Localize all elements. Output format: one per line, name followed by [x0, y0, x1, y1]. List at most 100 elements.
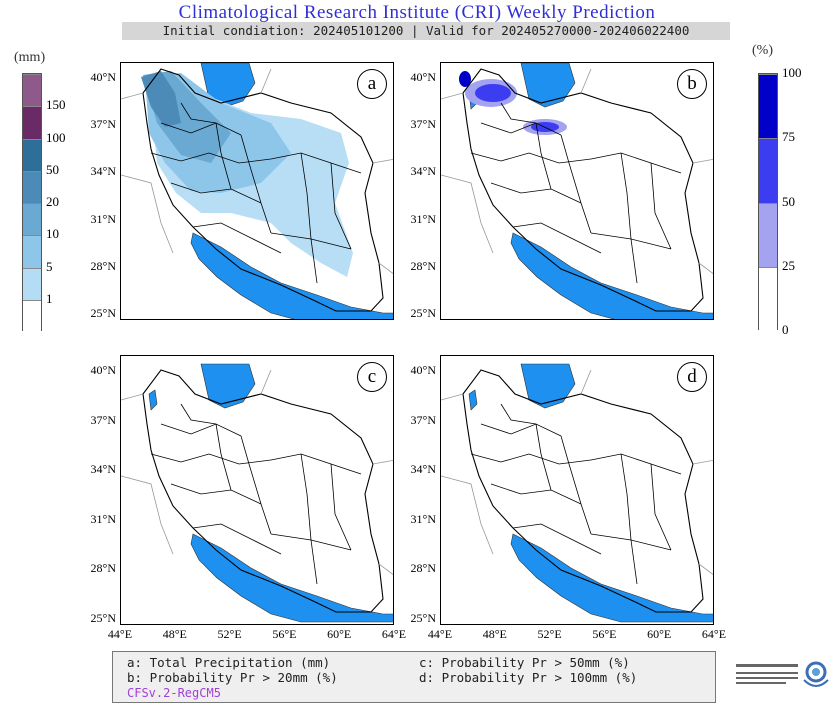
lat-tick-label: 28°N: [90, 258, 116, 273]
lat-tick-label: 34°N: [410, 164, 436, 179]
precip-colorbar-swatch: [23, 267, 41, 300]
province-border: [150, 152, 272, 164]
lon-tick-label: 56°E: [592, 627, 617, 641]
lat-tick-label: 34°N: [90, 164, 116, 179]
province-border: [270, 152, 362, 174]
neighbor-border: [441, 475, 494, 555]
prob-colorbar-tick-label: 25: [782, 257, 795, 273]
model-name: CFSv.2-RegCM5: [127, 686, 221, 700]
lat-tick-label: 31°N: [90, 211, 116, 226]
province-border: [215, 122, 232, 190]
precip-colorbar-swatch: [23, 299, 41, 332]
province-border: [620, 152, 638, 284]
neighbor-border: [378, 563, 393, 575]
lat-tick-label: 25°N: [90, 611, 116, 625]
prob-colorbar-swatch: [759, 202, 777, 267]
lat-tick-label: 31°N: [410, 511, 436, 526]
neighbor-border: [121, 393, 144, 401]
persian-gulf: [190, 232, 393, 319]
caspian-sea: [200, 63, 256, 108]
province-border: [490, 182, 582, 204]
neighbor-border: [692, 158, 713, 164]
precip-colorbar-tick-label: 150: [46, 97, 66, 113]
province-border: [240, 435, 272, 535]
lat-tick-label: 37°N: [410, 412, 436, 427]
province-border: [150, 453, 272, 465]
panel-c-prob-50mm: c: [120, 355, 394, 625]
persian-gulf: [510, 232, 713, 319]
precip-colorbar-tick-label: 5: [46, 258, 53, 274]
lat-tick-label: 40°N: [410, 363, 436, 377]
iran-border: [142, 68, 384, 312]
province-border: [215, 423, 232, 491]
lat-tick-label: 31°N: [410, 211, 436, 226]
iran-border: [142, 369, 384, 613]
lat-tick-label: 34°N: [90, 462, 116, 477]
precip-colorbar-tick-label: 50: [46, 161, 59, 177]
province-border: [590, 453, 682, 475]
province-border: [192, 222, 282, 254]
province-border: [270, 453, 362, 475]
iran-border: [462, 369, 704, 613]
page-title: Climatological Research Institute (CRI) …: [178, 2, 656, 23]
neighbor-border: [698, 563, 713, 575]
neighbor-border: [260, 68, 272, 94]
province-border: [480, 122, 562, 136]
lat-tick-label: 40°N: [90, 70, 116, 84]
province-border: [590, 152, 682, 174]
province-border: [160, 423, 242, 437]
iran-border: [462, 68, 704, 312]
persian-gulf: [510, 533, 713, 623]
neighbor-border: [698, 262, 713, 274]
precip-colorbar-swatch: [23, 170, 41, 203]
valid-period-bar: Initial condiation: 202405101200 | Valid…: [122, 22, 730, 40]
neighbor-border: [441, 92, 464, 100]
legend-box: a: Total Precipitation (mm) b: Probabili…: [112, 651, 716, 703]
precip-colorbar: [22, 73, 42, 332]
province-border: [300, 453, 318, 585]
province-border: [180, 403, 217, 425]
province-border: [490, 483, 582, 505]
province-border: [512, 523, 602, 555]
province-border: [470, 152, 592, 164]
lon-tick-label: 44°E: [107, 627, 133, 641]
precip-unit-label: (mm): [14, 50, 46, 65]
province-border: [535, 122, 552, 190]
precip-colorbar-tick-label: 20: [46, 194, 59, 209]
neighbor-border: [441, 393, 464, 401]
province-border: [240, 134, 272, 234]
province-border: [535, 423, 552, 491]
neighbor-border: [121, 92, 144, 100]
panel-d-label: d: [677, 362, 707, 392]
prob-colorbar-tick-label: 75: [782, 129, 795, 145]
province-border: [500, 403, 537, 425]
lat-tick-label: 40°N: [410, 70, 436, 84]
panel-c-label: c: [357, 362, 387, 392]
lon-tick-label: 48°E: [482, 627, 507, 641]
prob-colorbar-tick-label: 50: [782, 193, 795, 209]
persian-gulf: [190, 533, 393, 623]
neighbor-border: [580, 68, 592, 94]
caspian-sea: [520, 363, 576, 409]
lat-tick-label: 31°N: [90, 511, 116, 526]
province-border: [650, 463, 672, 551]
lon-tick-label: 60°E: [327, 627, 352, 641]
legend-c: c: Probability Pr > 50mm (%): [419, 655, 630, 670]
neighbor-border: [441, 174, 494, 254]
caspian-sea: [200, 363, 256, 409]
precip-colorbar-swatch: [23, 203, 41, 236]
province-border: [330, 162, 352, 250]
prob-colorbar-swatch: [759, 266, 777, 331]
institute-logo: [732, 658, 830, 698]
neighbor-border: [372, 158, 393, 164]
precip-colorbar-swatch: [23, 235, 41, 268]
panel-a-total-precipitation: a: [120, 62, 394, 320]
province-border: [560, 435, 592, 535]
lake-urmia: [148, 389, 158, 411]
legend-d: d: Probability Pr > 100mm (%): [419, 670, 638, 685]
neighbor-border: [692, 459, 713, 465]
neighbor-border: [260, 369, 272, 395]
panel-b-label: b: [677, 69, 707, 99]
province-border: [170, 483, 262, 505]
lat-tick-label: 25°N: [410, 306, 436, 320]
